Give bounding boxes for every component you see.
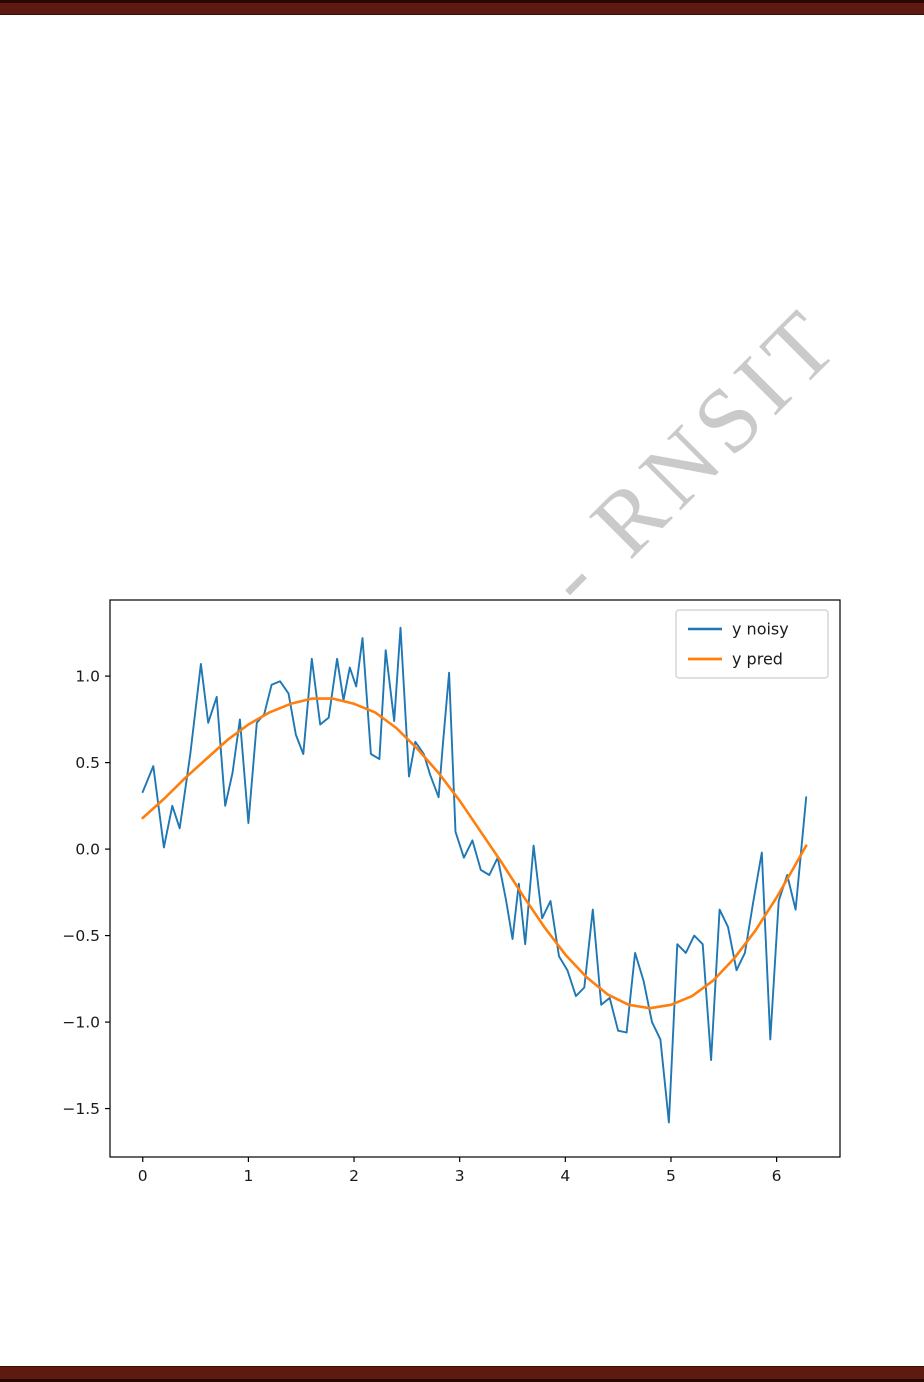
x-tick-label: 5 (666, 1167, 676, 1185)
chart-svg: 0 1 2 3 4 5 6 −1.5 −1.0 −0.5 0.0 0.5 1.0 y noisy y pre… (62, 599, 841, 1185)
page-border-bottom (0, 1366, 924, 1382)
plot-area (109, 599, 841, 1158)
y-tick-label: −0.5 (62, 927, 100, 945)
sine-fit-chart: 0 1 2 3 4 5 6 −1.5 −1.0 −0.5 0.0 0.5 1.0 y noisy y pre… (15, 585, 870, 1205)
x-tick-label: 1 (243, 1167, 253, 1185)
x-tick-label: 4 (560, 1167, 570, 1185)
x-tick-label: 6 (772, 1167, 782, 1185)
y-tick-label: 0.0 (75, 841, 100, 859)
x-tick-label: 2 (349, 1167, 359, 1185)
y-tick-label: 1.0 (75, 668, 100, 686)
legend (675, 609, 829, 679)
series-y-pred-line (141, 697, 808, 1010)
y-tick-label: 0.5 (75, 754, 100, 772)
y-tick-label: −1.0 (62, 1014, 100, 1032)
legend-label-y-noisy: y noisy (732, 620, 789, 639)
y-tick-label: −1.5 (62, 1100, 100, 1118)
x-tick-label: 3 (455, 1167, 465, 1185)
x-tick-label: 0 (138, 1167, 148, 1185)
page-border-top (0, 0, 924, 15)
watermark-text: - RNSIT (522, 286, 861, 625)
legend-label-y-pred: y pred (732, 650, 783, 669)
